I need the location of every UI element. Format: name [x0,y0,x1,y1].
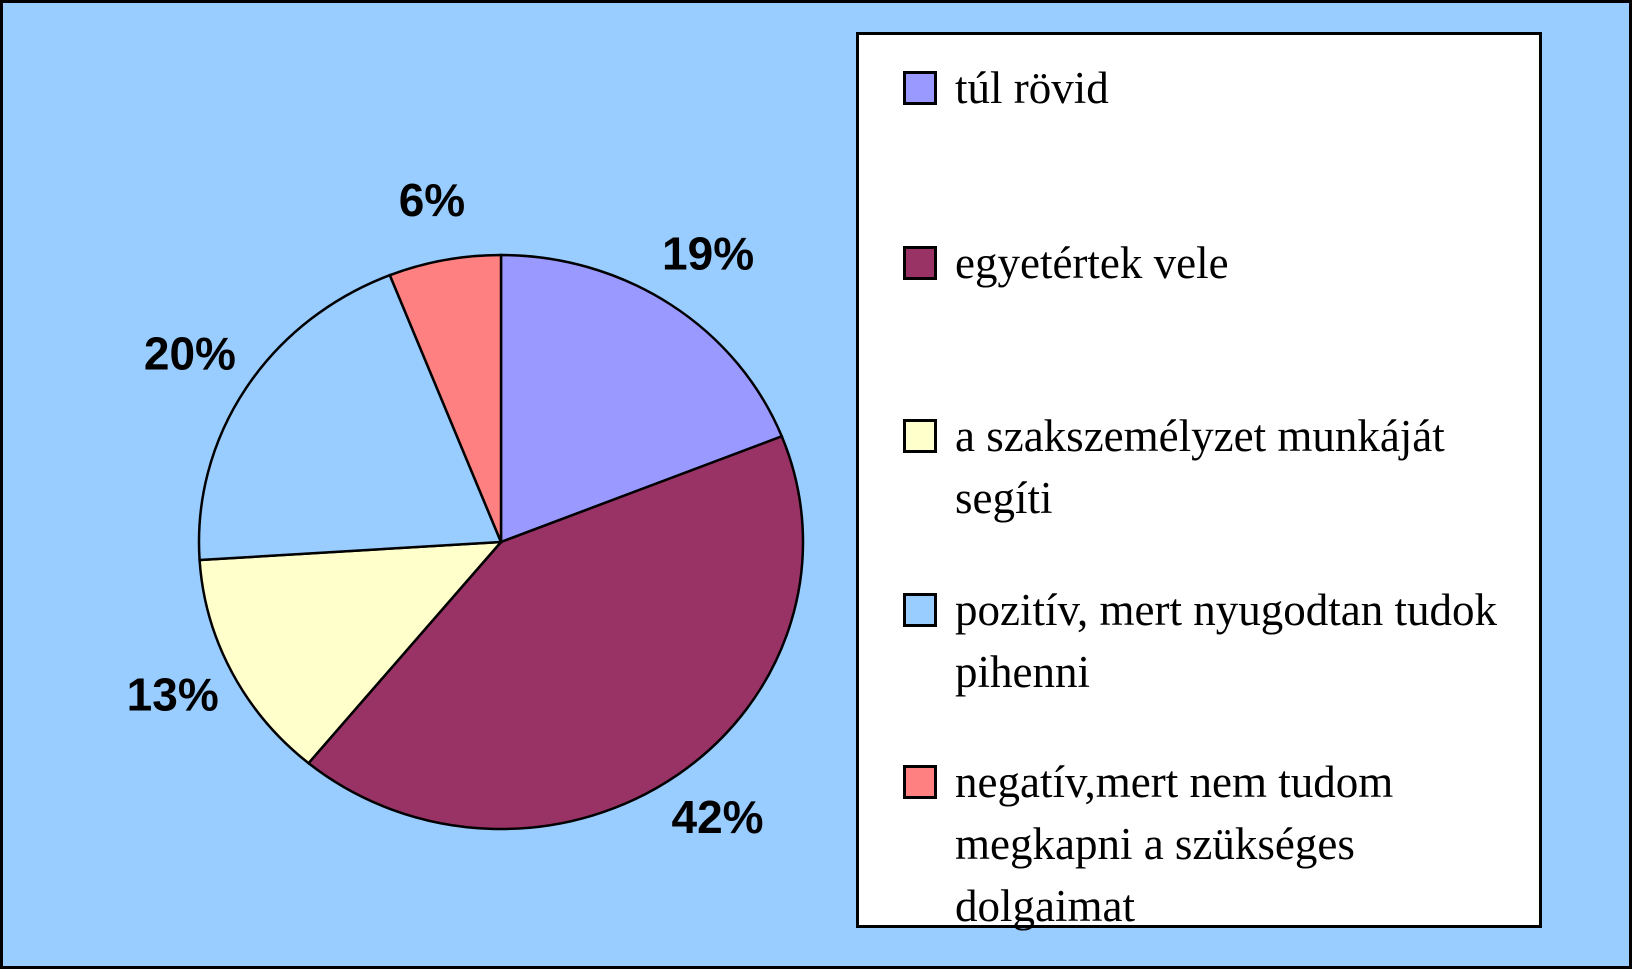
legend-item: a szakszemélyzet munkáját segíti [903,405,1533,529]
legend-item: pozitív, mert nyugodtan tudok pihenni [903,579,1533,703]
legend-label: negatív,mert nem tudom megkapni a szüksé… [955,757,1394,931]
legend-item: túl rövid [903,57,1533,119]
legend-swatch [903,419,937,453]
pie-slice [306,434,805,831]
data-label: 20% [144,328,236,380]
pie-area: 19% 42% 13% 20% 6% [127,174,805,843]
pie-slice [197,273,503,562]
legend-label: pozitív, mert nyugodtan tudok pihenni [955,585,1497,697]
legend-label: egyetértek vele [955,238,1229,288]
legend-item: egyetértek vele [903,232,1533,294]
data-label: 19% [662,227,754,279]
data-label: 6% [399,174,465,226]
legend-swatch [903,765,937,799]
legend-item: negatív,mert nem tudom megkapni a szüksé… [903,751,1533,937]
data-label: 13% [127,669,219,721]
pie-slice [388,253,503,543]
pie-slice [499,253,784,544]
legend-swatch [903,71,937,105]
legend-label: túl rövid [955,63,1109,113]
legend-swatch [903,593,937,627]
legend-swatch [903,246,937,280]
pie-slice [198,540,504,765]
legend: túl rövid egyetértek vele a szakszemélyzet… [856,32,1542,931]
legend-label: a szakszemélyzet munkáját segíti [955,411,1445,523]
data-label: 42% [672,791,764,843]
